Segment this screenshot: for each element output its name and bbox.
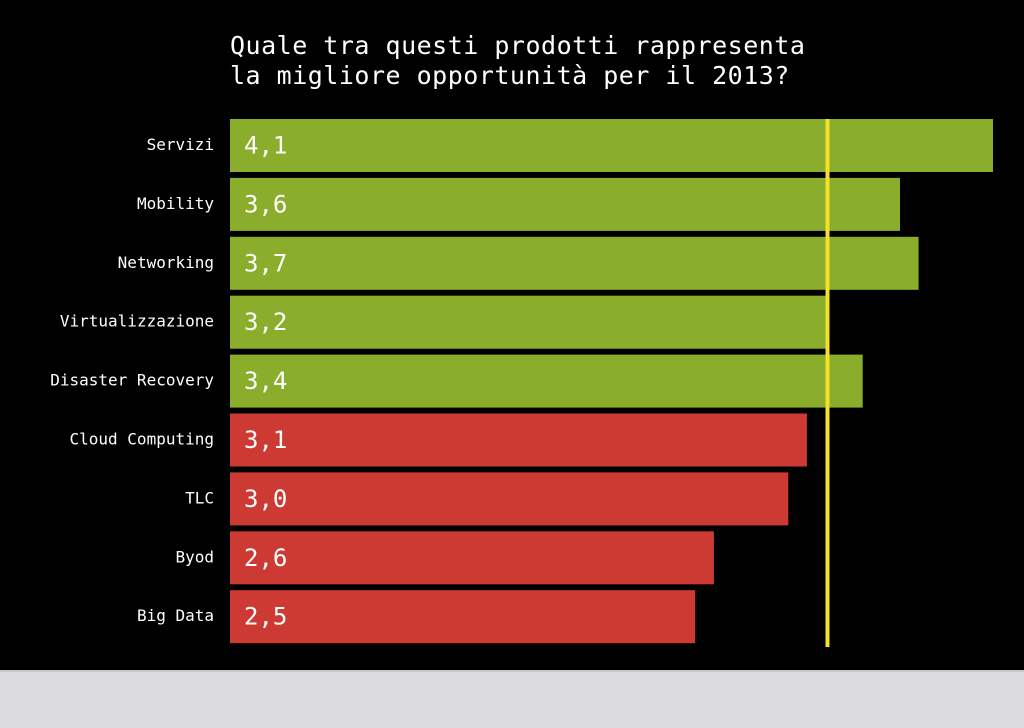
value-label: 3,2 (244, 308, 287, 336)
value-label: 3,4 (244, 367, 287, 395)
category-label: Cloud Computing (70, 430, 215, 449)
value-label: 3,7 (244, 249, 287, 277)
bar-chart: Quale tra questi prodotti rappresenta la… (50, 31, 993, 647)
bar-big-data (230, 590, 696, 644)
bar-servizi (230, 119, 993, 172)
bar-byod (230, 531, 714, 585)
category-label: Networking (118, 253, 214, 272)
category-label: Mobility (137, 194, 214, 213)
bar-mobility (230, 177, 900, 231)
bar-tlc (230, 472, 789, 526)
category-label: Virtualizzazione (60, 312, 214, 331)
value-label: 3,6 (244, 190, 287, 218)
value-label: 3,0 (244, 485, 287, 513)
category-label: Servizi (147, 135, 214, 154)
bar-virtualizzazione (230, 295, 826, 349)
bar-disaster-recovery (230, 354, 863, 408)
value-label: 3,1 (244, 426, 287, 454)
category-label: Disaster Recovery (50, 371, 214, 390)
bar-cloud-computing (230, 413, 807, 467)
value-label: 2,5 (244, 603, 287, 631)
chart-title-line-1: Quale tra questi prodotti rappresenta (230, 31, 805, 60)
category-labels: Servizi Mobility Networking Virtualizzazion… (50, 135, 214, 625)
value-label: 4,1 (244, 132, 287, 160)
footer-band (0, 670, 1024, 728)
bars-layer (230, 119, 993, 644)
chart-title-line-2: la migliore opportunità per il 2013? (230, 61, 790, 90)
chart-title: Quale tra questi prodotti rappresenta la… (230, 31, 805, 90)
value-label: 2,6 (244, 544, 287, 572)
category-label: TLC (185, 488, 214, 507)
value-labels: 4,1 3,6 3,7 3,2 3,4 3,1 3,0 2,6 2,5 (244, 132, 287, 631)
category-label: Byod (175, 547, 214, 566)
category-label: Big Data (137, 606, 214, 625)
bar-networking (230, 236, 919, 290)
